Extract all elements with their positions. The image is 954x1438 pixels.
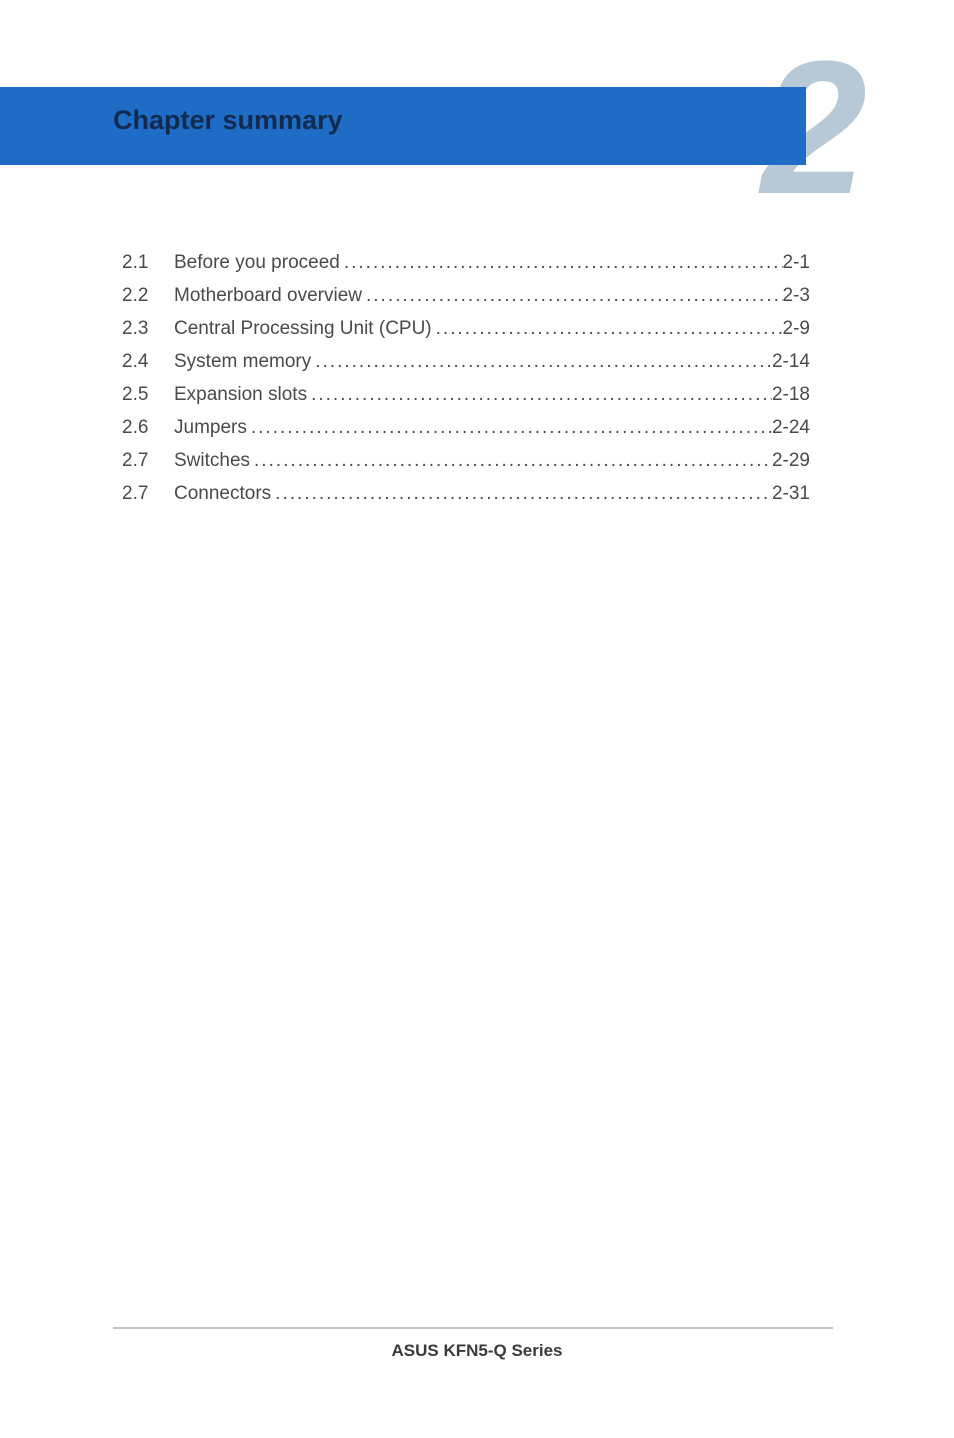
toc-entry-number: 2.6 [122,417,174,439]
toc-entry: 2.7 Connectors .........................… [122,483,810,505]
toc-leader-dots: ........................................… [307,384,772,406]
toc-entry-number: 2.2 [122,285,174,307]
toc-entry-title: Switches [174,450,250,472]
toc-entry-number: 2.5 [122,384,174,406]
toc-entry-page: 2-31 [772,483,810,505]
toc-entry-title: Connectors [174,483,271,505]
toc-entry: 2.1 Before you proceed .................… [122,252,810,274]
toc-entry-page: 2-3 [783,285,810,307]
toc-entry: 2.6 Jumpers ............................… [122,417,810,439]
toc-entry: 2.2 Motherboard overview ...............… [122,285,810,307]
toc-entry: 2.4 System memory ......................… [122,351,810,373]
chapter-title: Chapter summary [113,105,343,136]
toc-leader-dots: ........................................… [271,483,772,505]
toc-entry-page: 2-29 [772,450,810,472]
toc-entry-page: 2-9 [783,318,810,340]
toc-entry-title: Jumpers [174,417,247,439]
toc-entry-title: Before you proceed [174,252,340,274]
toc-entry-page: 2-1 [783,252,810,274]
toc-entry-title: Expansion slots [174,384,307,406]
toc-leader-dots: ........................................… [340,252,783,274]
toc-entry-number: 2.1 [122,252,174,274]
toc-entry-number: 2.4 [122,351,174,373]
table-of-contents: 2.1 Before you proceed .................… [122,252,810,516]
footer-text: ASUS KFN5-Q Series [0,1341,954,1361]
toc-entry: 2.7 Switches ...........................… [122,450,810,472]
page: 2 Chapter summary 2.1 Before you proceed… [0,0,954,1438]
toc-entry-title: System memory [174,351,311,373]
toc-entry-page: 2-18 [772,384,810,406]
toc-entry-title: Central Processing Unit (CPU) [174,318,432,340]
footer-divider [113,1327,833,1329]
toc-entry-number: 2.7 [122,483,174,505]
toc-entry-number: 2.3 [122,318,174,340]
toc-entry-page: 2-24 [772,417,810,439]
header-banner: Chapter summary [0,87,806,165]
toc-entry-number: 2.7 [122,450,174,472]
toc-leader-dots: ........................................… [311,351,772,373]
toc-leader-dots: ........................................… [432,318,783,340]
toc-leader-dots: ........................................… [247,417,772,439]
toc-entry: 2.3 Central Processing Unit (CPU) ......… [122,318,810,340]
toc-leader-dots: ........................................… [250,450,772,472]
toc-leader-dots: ........................................… [362,285,783,307]
toc-entry-title: Motherboard overview [174,285,362,307]
toc-entry-page: 2-14 [772,351,810,373]
toc-entry: 2.5 Expansion slots ....................… [122,384,810,406]
